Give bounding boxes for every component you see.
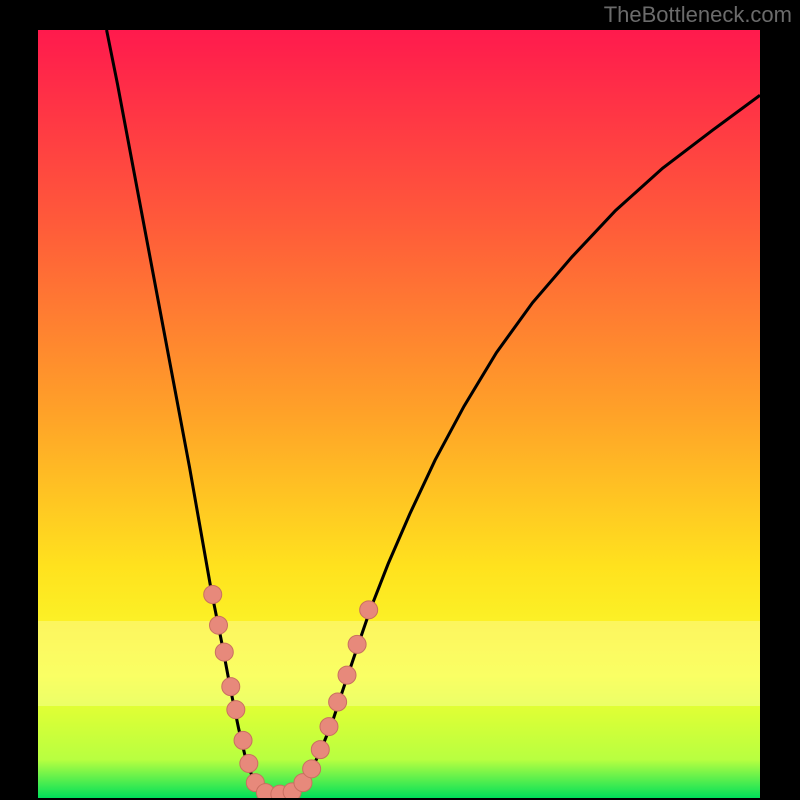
data-marker	[240, 754, 258, 772]
data-marker	[311, 741, 329, 759]
data-marker	[246, 774, 264, 792]
data-marker	[271, 785, 289, 798]
data-marker	[256, 784, 274, 798]
data-marker	[294, 774, 312, 792]
chart-plot-area	[38, 30, 760, 798]
watermark-text: TheBottleneck.com	[604, 2, 792, 28]
data-marker	[204, 585, 222, 603]
data-marker	[320, 718, 338, 736]
data-marker	[360, 601, 378, 619]
data-marker	[283, 783, 301, 798]
data-marker	[303, 760, 321, 778]
highlight-band	[38, 621, 760, 705]
data-marker	[234, 731, 252, 749]
